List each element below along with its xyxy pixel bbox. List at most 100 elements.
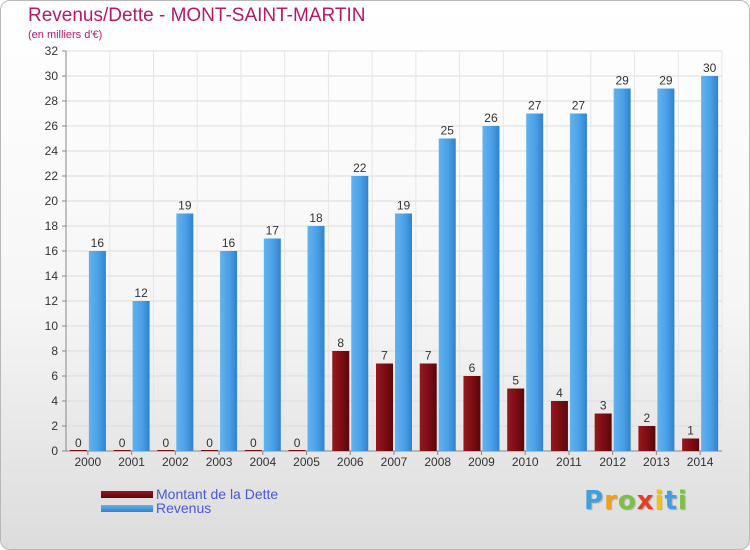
data-label-dette: 4 [556, 386, 563, 400]
x-tick-label: 2010 [512, 455, 539, 469]
legend-swatch-revenus [101, 505, 153, 512]
axes [62, 50, 722, 455]
y-tick-label: 12 [45, 294, 59, 308]
data-label-revenus: 27 [528, 99, 542, 113]
data-label-revenus: 12 [134, 286, 148, 300]
x-tick-label: 2008 [424, 455, 451, 469]
x-tick-label: 2006 [337, 455, 364, 469]
data-label-revenus: 30 [703, 61, 717, 75]
chart-subtitle: (en milliers d'€) [28, 29, 103, 41]
logo-letter: r [604, 486, 618, 516]
x-tick-label: 2004 [249, 455, 276, 469]
x-tick-label: 2009 [468, 455, 495, 469]
data-label-dette: 0 [250, 436, 257, 450]
y-tick-label: 6 [51, 369, 58, 383]
data-label-revenus: 22 [353, 161, 367, 175]
logo-letter: x [636, 486, 655, 516]
y-tick-label: 4 [51, 394, 58, 408]
data-label-dette: 0 [162, 436, 169, 450]
y-tick-label: 16 [45, 244, 59, 258]
bar-dette [288, 450, 306, 451]
bar-dette [113, 450, 131, 451]
legend-swatch-dette [101, 491, 153, 498]
y-tick-label: 30 [45, 69, 59, 83]
data-label-revenus: 19 [397, 199, 411, 213]
data-label-revenus: 25 [441, 124, 455, 138]
data-label-dette: 7 [381, 349, 388, 363]
bar-revenus [657, 88, 675, 451]
bar-revenus [569, 113, 587, 451]
bar-revenus [132, 301, 150, 451]
data-label-dette: 6 [469, 361, 476, 375]
data-label-dette: 1 [687, 424, 694, 438]
bar-revenus [526, 113, 544, 451]
bar-revenus [307, 226, 325, 451]
y-tick-label: 18 [45, 219, 59, 233]
bar-revenus [613, 88, 631, 451]
y-tick-label: 0 [51, 444, 58, 458]
y-tick-label: 8 [51, 344, 58, 358]
y-tick-label: 20 [45, 194, 59, 208]
data-label-dette: 0 [294, 436, 301, 450]
bar-revenus [220, 251, 238, 451]
bar-revenus [88, 251, 106, 451]
x-tick-label: 2013 [643, 455, 670, 469]
y-tick-label: 28 [45, 94, 59, 108]
bar-dette [550, 401, 568, 451]
data-label-dette: 2 [644, 411, 651, 425]
x-tick-label: 2012 [599, 455, 626, 469]
bar-dette [69, 450, 87, 451]
bar-dette [157, 450, 175, 451]
bar-dette [638, 426, 656, 451]
logo-letter: i [654, 486, 665, 516]
bar-dette [376, 363, 393, 451]
x-tick-label: 2007 [381, 455, 408, 469]
data-label-revenus: 19 [178, 199, 192, 213]
bar-revenus [482, 126, 500, 451]
logo-letter: i [677, 486, 688, 516]
x-tick-labels: 2000 2001 2002 2003 2004 2005 2006 2007 2008 2009… [75, 455, 714, 469]
data-label-revenus: 16 [91, 236, 105, 250]
data-label-dette: 0 [206, 436, 213, 450]
data-label-revenus: 16 [222, 236, 236, 250]
bar-revenus [395, 213, 412, 451]
logo-letter: t [664, 486, 678, 516]
data-label-revenus: 29 [659, 74, 673, 88]
data-label-dette: 0 [119, 436, 126, 450]
bar-dette [419, 363, 437, 451]
x-tick-label: 2003 [206, 455, 233, 469]
y-tick-label: 22 [45, 169, 59, 183]
bar-revenus [263, 238, 281, 451]
legend-label-revenus: Revenus [156, 500, 212, 516]
data-label-dette: 8 [337, 336, 344, 350]
y-tick-label: 24 [45, 144, 59, 158]
x-tick-label: 2014 [687, 455, 714, 469]
data-label-dette: 0 [75, 436, 82, 450]
data-label-revenus: 18 [309, 211, 323, 225]
proxiti-logo: Proxiti [584, 486, 688, 516]
y-tick-label: 14 [45, 269, 59, 283]
chart-title: Revenus/Dette - MONT-SAINT-MARTIN [28, 5, 366, 26]
bar-revenus [701, 76, 719, 451]
data-label-dette: 7 [425, 349, 432, 363]
bar-dette [463, 376, 481, 451]
logo-letter: P [584, 486, 605, 516]
x-tick-label: 2002 [162, 455, 189, 469]
grid-lines [65, 50, 723, 451]
data-label-dette: 3 [600, 399, 607, 413]
y-tick-label: 10 [45, 319, 59, 333]
logo-letter: o [617, 486, 637, 516]
bar-dette [201, 450, 219, 451]
bar-dette [682, 438, 700, 451]
x-tick-label: 2001 [118, 455, 145, 469]
bar-dette [332, 351, 350, 451]
bar-revenus [176, 213, 194, 451]
data-labels: 0160120190160170188227197256265274273292… [75, 61, 717, 450]
bar-revenus [351, 176, 369, 451]
legend-label-dette: Montant de la Dette [156, 486, 279, 502]
bars [69, 76, 719, 451]
x-tick-label: 2000 [75, 455, 102, 469]
data-label-revenus: 29 [615, 74, 629, 88]
